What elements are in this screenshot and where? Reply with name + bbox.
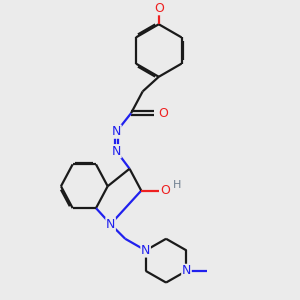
Text: N: N <box>112 125 121 138</box>
Text: H: H <box>173 180 181 190</box>
Text: N: N <box>141 244 150 257</box>
Text: N: N <box>182 264 191 278</box>
Text: O: O <box>160 184 170 197</box>
Text: N: N <box>112 145 121 158</box>
Text: N: N <box>106 218 115 231</box>
Text: O: O <box>154 2 164 15</box>
Text: O: O <box>158 107 168 120</box>
